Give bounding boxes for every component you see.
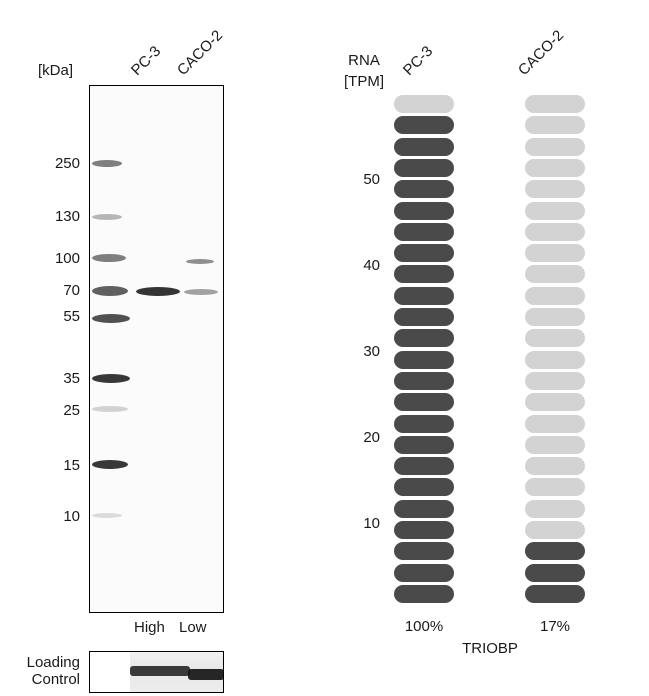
- pill-empty: [525, 457, 585, 476]
- pill-filled: [394, 478, 454, 497]
- y-tick-20: 20: [363, 429, 380, 446]
- marker-70: 70: [63, 282, 80, 299]
- pill-filled: [394, 265, 454, 284]
- pill-filled: [394, 457, 454, 476]
- pill-empty: [525, 478, 585, 497]
- pill-filled: [525, 542, 585, 561]
- pill-filled: [394, 286, 454, 305]
- pill-filled: [525, 563, 585, 582]
- pill-filled: [394, 180, 454, 199]
- pill-empty: [525, 371, 585, 390]
- pill-filled: [394, 414, 454, 433]
- y-tick-40: 40: [363, 257, 380, 274]
- pill-filled: [394, 435, 454, 454]
- pill-filled: [394, 222, 454, 241]
- ladder-band-10: [92, 513, 122, 518]
- loading-control-label-line1: Loading: [26, 654, 80, 671]
- pill-empty: [525, 308, 585, 326]
- marker-250: 250: [54, 155, 80, 172]
- marker-55: 55: [63, 308, 80, 325]
- kda-unit-label: [kDa]: [38, 62, 74, 79]
- pill-empty: [525, 286, 585, 305]
- pill-empty: [525, 116, 585, 135]
- marker-10: 10: [63, 508, 80, 525]
- gene-name: TRIOBP: [462, 640, 518, 657]
- pill-empty: [394, 95, 454, 113]
- rna-title-line1: RNA: [348, 52, 380, 69]
- loading-band-caco2: [188, 669, 223, 680]
- pill-empty: [525, 329, 585, 348]
- pill-filled: [394, 350, 454, 369]
- ladder-band-250: [92, 160, 122, 167]
- pill-filled: [394, 584, 454, 603]
- lane-label-caco2: CACO-2: [173, 26, 227, 79]
- pill-filled: [394, 308, 454, 326]
- ladder-band-130: [92, 214, 122, 220]
- y-tick-30: 30: [363, 343, 380, 360]
- loading-band-pc3: [130, 666, 190, 676]
- pill-filled: [394, 137, 454, 156]
- pill-filled: [394, 542, 454, 561]
- pill-empty: [525, 393, 585, 412]
- pill-empty: [525, 158, 585, 177]
- pill-empty: [525, 414, 585, 433]
- column-label-pc3: PC-3: [399, 42, 437, 79]
- marker-130: 130: [54, 208, 80, 225]
- caco2-band-70: [184, 289, 218, 295]
- marker-35: 35: [63, 370, 80, 387]
- ladder-band-100: [92, 254, 126, 262]
- pc3-band-70: [136, 287, 180, 296]
- pill-empty: [525, 180, 585, 199]
- ladder-band-70: [92, 286, 128, 296]
- caco2-percent: 17%: [539, 618, 571, 635]
- caco2-band-100: [186, 259, 214, 264]
- pill-empty: [525, 521, 585, 539]
- blot-image: [89, 85, 224, 613]
- pill-filled: [394, 393, 454, 412]
- pill-filled: [525, 584, 585, 603]
- marker-100: 100: [54, 250, 80, 267]
- loading-control-label-line2: Control: [31, 671, 80, 688]
- pill-filled: [394, 499, 454, 518]
- pill-empty: [525, 499, 585, 518]
- ladder-band-35: [92, 374, 130, 383]
- loading-control-label: Loading Control: [16, 654, 80, 688]
- pc3-percent: 100%: [404, 618, 444, 635]
- marker-25: 25: [63, 402, 80, 419]
- ladder-band-25: [92, 406, 128, 412]
- pill-empty: [525, 222, 585, 241]
- pill-filled: [394, 116, 454, 135]
- lane-level-high: High: [134, 619, 165, 636]
- pill-empty: [525, 265, 585, 284]
- marker-15: 15: [63, 457, 80, 474]
- pill-empty: [525, 137, 585, 156]
- rna-title: RNA [TPM]: [340, 50, 388, 92]
- y-tick-50: 50: [363, 171, 380, 188]
- y-tick-10: 10: [363, 515, 380, 532]
- pill-empty: [525, 201, 585, 220]
- column-label-caco2: CACO-2: [514, 26, 568, 79]
- pill-empty: [525, 95, 585, 113]
- pill-empty: [525, 350, 585, 369]
- rna-title-line2: [TPM]: [344, 73, 384, 90]
- ladder-band-55: [92, 314, 130, 323]
- pill-filled: [394, 158, 454, 177]
- loading-control-blot: [89, 651, 224, 693]
- pill-filled: [394, 201, 454, 220]
- lane-label-pc3: PC-3: [127, 42, 165, 79]
- pill-filled: [394, 563, 454, 582]
- pill-empty: [525, 435, 585, 454]
- pill-filled: [394, 371, 454, 390]
- ladder-band-15: [92, 460, 128, 469]
- pill-filled: [394, 244, 454, 263]
- pill-filled: [394, 329, 454, 348]
- pill-filled: [394, 521, 454, 539]
- pill-empty: [525, 244, 585, 263]
- lane-level-low: Low: [179, 619, 207, 636]
- marker-labels: 250 130 100 70 55 35 25 15 10: [40, 0, 80, 600]
